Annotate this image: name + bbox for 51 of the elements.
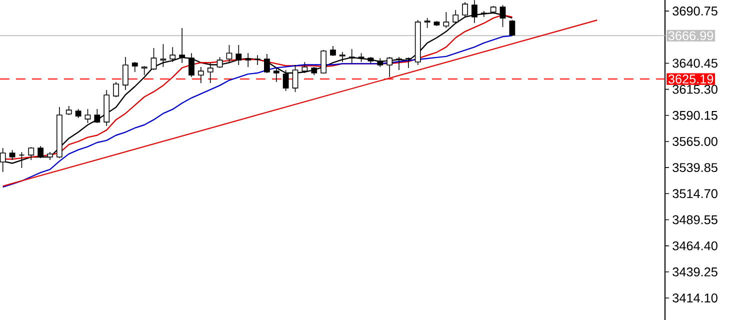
candlestick	[179, 28, 186, 64]
y-tick-label: 3464.40	[672, 241, 718, 250]
candlestick	[122, 56, 128, 90]
candlestick	[38, 146, 44, 158]
y-tick-label: 3590.15	[672, 110, 718, 120]
candlestick	[509, 20, 516, 36]
y-tick-label: 3615.30	[672, 84, 718, 94]
candlestick	[302, 62, 308, 74]
ref-line-label: 3625.19	[668, 74, 714, 84]
candlestick	[132, 62, 138, 72]
candlestick	[9, 150, 16, 160]
y-tick-label: 3489.55	[672, 215, 718, 224]
candlestick	[198, 66, 204, 84]
y-tick-label: 3439.25	[672, 267, 718, 276]
candlestick	[386, 56, 393, 78]
candlestick	[424, 18, 430, 28]
y-tick-label: 3539.85	[672, 163, 718, 172]
candlestick	[273, 68, 280, 82]
candlestick	[245, 52, 252, 68]
candlestick	[396, 56, 402, 70]
candlestick	[339, 52, 346, 62]
candlestick	[320, 50, 326, 74]
candlestick	[405, 57, 412, 68]
y-tick-label: 3414.10	[672, 294, 718, 302]
candlestick	[348, 48, 355, 64]
candlestick	[282, 70, 289, 92]
candlestick	[28, 146, 34, 160]
candlestick	[150, 48, 157, 70]
candlestick	[160, 44, 166, 68]
candlestick	[236, 44, 242, 66]
candlestick	[94, 108, 100, 124]
candlestick	[188, 52, 194, 78]
candlestick	[207, 62, 214, 84]
y-tick-label: 3640.45	[672, 58, 718, 68]
candlestick	[66, 106, 72, 116]
candlestick	[84, 108, 91, 124]
candlestick	[330, 46, 336, 56]
candlestick	[254, 54, 260, 66]
ref-line-label: 3666.99	[668, 31, 714, 40]
y-tick-label: 3565.00	[672, 136, 718, 146]
candlestick	[141, 66, 148, 76]
y-tick-label: 3514.70	[672, 189, 718, 198]
candlestick	[226, 44, 232, 62]
candlestick	[170, 46, 176, 62]
candlestick	[216, 56, 223, 68]
y-tick-label: 3690.75	[672, 6, 718, 16]
candlestick	[75, 108, 82, 118]
candlestick	[113, 82, 119, 98]
candlestick	[443, 12, 450, 28]
candlestick	[264, 54, 270, 74]
candlestick	[292, 64, 298, 92]
